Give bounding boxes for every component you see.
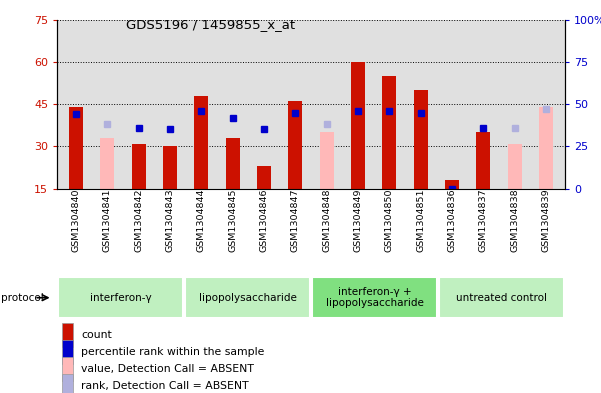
Bar [413, 90, 428, 189]
Text: GSM1304842: GSM1304842 [134, 189, 143, 252]
Bar [225, 138, 240, 189]
Bar [58, 277, 183, 318]
Bar [185, 277, 310, 318]
Text: value, Detection Call = ABSENT: value, Detection Call = ABSENT [81, 364, 254, 374]
Bar [194, 95, 209, 189]
Bar [439, 277, 564, 318]
Text: GSM1304848: GSM1304848 [322, 189, 331, 252]
Bar [312, 277, 438, 318]
Bar [477, 132, 490, 189]
Text: GSM1304836: GSM1304836 [448, 189, 457, 252]
Bar [69, 107, 83, 189]
Bar [539, 107, 553, 189]
Text: rank, Detection Call = ABSENT: rank, Detection Call = ABSENT [81, 381, 249, 391]
Bar [382, 76, 397, 189]
Text: untreated control: untreated control [456, 293, 547, 303]
Bar [257, 166, 271, 189]
Text: GSM1304840: GSM1304840 [72, 189, 81, 252]
Text: GSM1304849: GSM1304849 [353, 189, 362, 252]
Bar [445, 180, 459, 189]
Bar [320, 132, 334, 189]
Text: GSM1304845: GSM1304845 [228, 189, 237, 252]
Bar [62, 340, 73, 364]
Text: GSM1304838: GSM1304838 [510, 189, 519, 252]
Text: interferon-γ +
lipopolysaccharide: interferon-γ + lipopolysaccharide [326, 287, 424, 309]
Bar [508, 143, 522, 189]
Text: GSM1304850: GSM1304850 [385, 189, 394, 252]
Bar [351, 62, 365, 189]
Text: protocol: protocol [1, 293, 44, 303]
Text: GSM1304846: GSM1304846 [260, 189, 269, 252]
Text: GSM1304841: GSM1304841 [103, 189, 112, 252]
Text: interferon-γ: interferon-γ [90, 293, 151, 303]
Text: GSM1304851: GSM1304851 [416, 189, 426, 252]
Text: GSM1304837: GSM1304837 [479, 189, 488, 252]
Text: GSM1304844: GSM1304844 [197, 189, 206, 252]
Text: lipopolysaccharide: lipopolysaccharide [198, 293, 296, 303]
Text: GDS5196 / 1459855_x_at: GDS5196 / 1459855_x_at [126, 18, 295, 31]
Bar [62, 323, 73, 347]
Bar [132, 143, 145, 189]
Text: GSM1304839: GSM1304839 [542, 189, 551, 252]
Bar [163, 146, 177, 189]
Bar [100, 138, 114, 189]
Text: count: count [81, 330, 112, 340]
Text: GSM1304847: GSM1304847 [291, 189, 300, 252]
Bar [288, 101, 302, 189]
Bar [62, 356, 73, 381]
Text: GSM1304843: GSM1304843 [165, 189, 174, 252]
Text: percentile rank within the sample: percentile rank within the sample [81, 347, 264, 357]
Bar [62, 373, 73, 393]
